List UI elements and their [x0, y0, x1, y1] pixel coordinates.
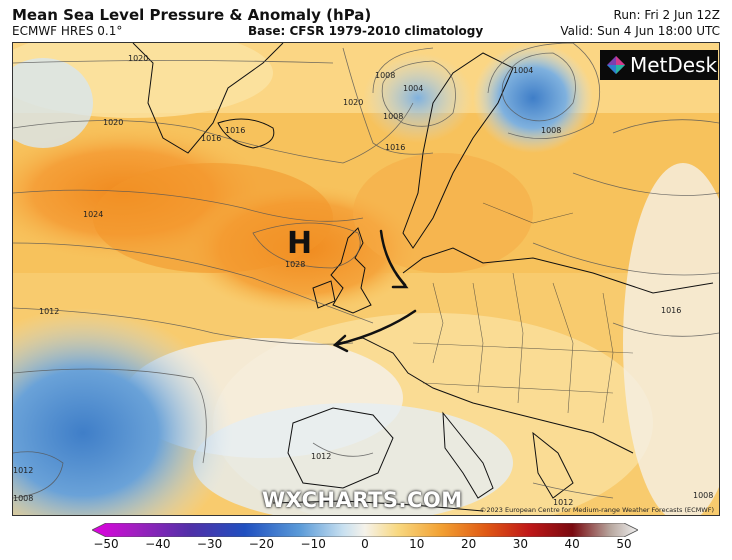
colorbar-tick-label: −50 [93, 537, 119, 551]
north-africa-coast [272, 500, 484, 512]
metdesk-logo: MetDesk [600, 50, 718, 80]
isobar-line-12 [572, 172, 719, 196]
border-5 [602, 292, 614, 424]
valid-time-label: Valid: Sun 4 Jun 18:00 UTC [560, 24, 720, 38]
high-anomaly-bridge [93, 163, 333, 273]
border-8 [482, 202, 574, 224]
chart-header: Mean Sea Level Pressure & Anomaly (hPa) … [0, 0, 732, 42]
iberia-neutral-anomaly [193, 403, 513, 515]
climatology-base-label: Base: CFSR 1979-2010 climatology [248, 24, 484, 38]
country-borders [412, 202, 634, 424]
isobar-label: 1024 [83, 210, 103, 219]
high-pressure-label: H [287, 226, 312, 261]
isobar-label: 1008 [383, 112, 403, 121]
southwest-low-anomaly [13, 308, 233, 515]
run-time-label: Run: Fri 2 Jun 12Z [613, 8, 720, 22]
isobar-label: 1020 [343, 98, 363, 107]
isobar-label: 1012 [311, 452, 331, 461]
colorbar-tick-label: 10 [409, 537, 425, 551]
isobar-line-16 [532, 482, 614, 499]
isobar-line-1 [13, 60, 334, 64]
coastlines [132, 43, 714, 512]
border-3 [512, 272, 524, 404]
isobar-labels: 1020 1020 1016 1016 1024 1028 1012 1012 … [13, 54, 713, 507]
isobar-line-7 [13, 451, 64, 499]
colorbar-tick-label: 0 [361, 537, 369, 551]
isobar-label: 1020 [128, 54, 148, 63]
colorbar-tick-label: 50 [616, 537, 632, 551]
isobar-line-9 [487, 43, 600, 139]
isobar-label: 1008 [693, 491, 713, 500]
isobar-label: 1012 [13, 466, 33, 475]
channel-arrow [333, 309, 417, 347]
flow-arrows [332, 229, 417, 353]
north-sea-high-anomaly [353, 153, 533, 273]
model-label: ECMWF HRES 0.1° [12, 24, 123, 38]
isobar-label: 1028 [285, 260, 305, 269]
isobars [13, 43, 719, 499]
colorbar-tick-label: −30 [196, 537, 223, 551]
isobar-label: 1004 [403, 84, 423, 93]
central-europe-coast [337, 337, 634, 454]
isobar-line-11 [612, 119, 719, 134]
isobar-label: 1016 [225, 126, 245, 135]
isobar-line-8 [372, 47, 434, 94]
border-1 [432, 282, 444, 364]
anomaly-colorbar [92, 523, 638, 537]
isobar-line-10 [342, 47, 434, 155]
isobar-label: 1008 [13, 494, 33, 503]
north-sea-arrowhead [391, 273, 409, 289]
norwegian-sea-low-anomaly [363, 53, 473, 143]
isobar-line-3 [13, 189, 364, 222]
colorbar-tick-label: 20 [460, 537, 477, 551]
isobar-line-15 [312, 442, 374, 457]
isobar-1004-north [381, 60, 456, 127]
colorbar-tick-label: 40 [564, 537, 580, 551]
greenland-coast [132, 43, 284, 154]
isobar-line-14 [612, 322, 719, 337]
border-6 [412, 342, 634, 354]
colorbar-tick-label: −20 [248, 537, 275, 551]
isobar-label: 1012 [39, 307, 59, 316]
isobar-label: 1016 [201, 134, 221, 143]
isobar-label: 1008 [375, 71, 395, 80]
scandinavia-coast [402, 52, 514, 249]
great-britain-coast [330, 227, 372, 314]
isobar-line-2 [13, 102, 414, 164]
isobar-label: 1004 [513, 66, 533, 75]
border-7 [422, 382, 614, 394]
isobar-line-5 [13, 307, 354, 345]
border-2 [472, 282, 484, 394]
map-canvas: 1020 1020 1016 1016 1024 1028 1012 1012 … [13, 43, 719, 515]
italy-coast [442, 411, 494, 499]
north-europe-coast [402, 247, 714, 294]
isobar-line-6 [13, 368, 207, 464]
wxcharts-watermark: WXCHARTS.COM [262, 488, 463, 512]
isobar-label: 1016 [385, 143, 405, 152]
metdesk-logo-icon [607, 56, 625, 74]
colorbar-tick-label: −10 [300, 537, 326, 551]
east-neutral-anomaly [623, 163, 719, 515]
isobar-label: 1008 [541, 126, 561, 135]
channel-arrowhead [332, 334, 349, 353]
northeast-low-anomaly [473, 43, 593, 153]
colorbar-ticks: −50 −40 −30 −20 −10 0 10 20 30 40 50 [0, 537, 732, 557]
colorbar-tick-label: −40 [145, 537, 171, 551]
pressure-anomaly-map: 1020 1020 1016 1016 1024 1028 1012 1012 … [12, 42, 720, 516]
isobar-label: 1016 [661, 306, 681, 315]
ecmwf-credit: ©2023 European Centre for Medium-range W… [479, 506, 714, 514]
iberia-coast [287, 407, 394, 489]
isobar-1004-northeast [501, 52, 576, 122]
balkans-coast [532, 431, 574, 499]
isobar-label: 1012 [553, 498, 573, 507]
isobar-line-13 [532, 242, 719, 276]
metdesk-logo-text: MetDesk [630, 53, 718, 77]
colorbar-tick-label: 30 [512, 537, 529, 551]
isobar-label: 1020 [103, 118, 123, 127]
isobar-line-4 [13, 242, 374, 324]
border-4 [552, 282, 574, 414]
chart-title: Mean Sea Level Pressure & Anomaly (hPa) [12, 6, 372, 24]
isobar-1028 [252, 222, 361, 269]
